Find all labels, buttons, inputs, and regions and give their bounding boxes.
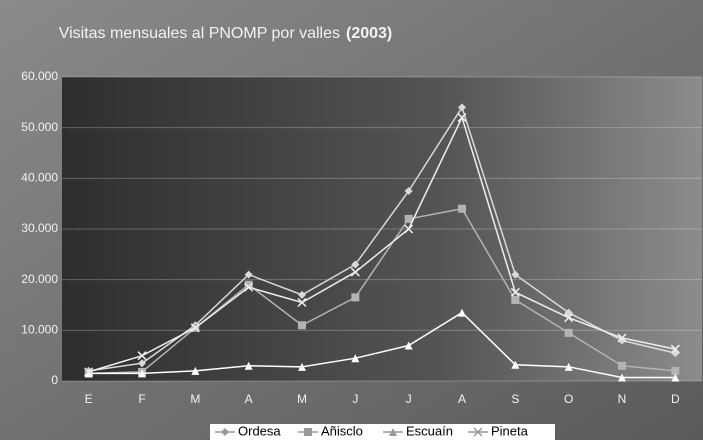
chart-title: Visitas mensuales al PNOMP por valles (59, 25, 340, 42)
series-line (88, 207, 676, 375)
x-tick-label: D (671, 392, 680, 406)
data-point (564, 328, 573, 337)
data-point (244, 270, 253, 279)
data-point (511, 270, 520, 279)
data-point (618, 373, 626, 382)
data-point (458, 204, 466, 213)
legend-label: Escuaín (406, 423, 453, 438)
data-point (458, 103, 466, 112)
legend-box (210, 424, 555, 440)
legend-marker (473, 427, 483, 437)
x-tick-label: S (511, 392, 519, 406)
data-point (458, 308, 466, 317)
y-tick-label: 10.000 (21, 323, 58, 337)
y-tick-label: 40.000 (21, 171, 58, 185)
data-point (191, 366, 200, 375)
series-line (88, 115, 676, 373)
data-point (244, 361, 253, 370)
data-point (244, 280, 253, 289)
data-point (617, 333, 627, 343)
x-tick-label: E (85, 392, 93, 406)
chart-title-year: (2003) (346, 25, 392, 42)
x-tick-label: F (138, 392, 145, 406)
y-tick-label: 30.000 (21, 221, 58, 235)
data-point (138, 369, 146, 378)
data-point (510, 287, 520, 297)
data-point (511, 360, 520, 369)
x-tick-label: O (564, 392, 573, 406)
data-point (298, 290, 306, 299)
x-tick-label: J (406, 392, 412, 406)
legend-label: Ordesa (238, 423, 281, 438)
data-point (351, 354, 360, 363)
data-point (244, 282, 254, 292)
data-point (404, 214, 413, 223)
legend-marker (221, 428, 229, 436)
data-point (84, 367, 94, 377)
data-point (564, 313, 574, 323)
x-tick-label: M (190, 392, 200, 406)
data-point (404, 224, 414, 234)
data-point (511, 295, 520, 304)
data-point (564, 308, 573, 317)
legend-label: Pineta (491, 423, 529, 438)
x-tick-label: M (297, 392, 307, 406)
data-point (137, 351, 147, 361)
x-tick-label: A (245, 392, 253, 406)
y-tick-label: 20.000 (21, 272, 58, 286)
data-point (457, 113, 467, 123)
x-tick-label: J (352, 392, 358, 406)
data-point (350, 267, 360, 277)
data-point (671, 373, 680, 382)
data-point (298, 362, 306, 371)
data-point (298, 321, 306, 330)
data-point (671, 366, 680, 375)
data-point (84, 369, 93, 378)
y-tick-label: 60.000 (21, 69, 58, 83)
data-point (404, 341, 413, 350)
data-point (670, 344, 680, 354)
data-point (564, 362, 573, 371)
data-point (351, 260, 360, 269)
series-line (88, 311, 676, 379)
y-tick-label: 50.000 (21, 120, 58, 134)
y-tick-label: 0 (51, 373, 58, 387)
data-point (190, 323, 200, 333)
data-point (404, 187, 413, 195)
legend-label: Añisclo (321, 423, 363, 438)
x-tick-label: A (458, 392, 466, 406)
data-point (351, 293, 360, 302)
x-tick-label: N (618, 392, 627, 406)
data-point (618, 361, 626, 370)
data-point (138, 359, 146, 368)
data-point (297, 297, 307, 307)
legend-marker (389, 428, 397, 436)
legend-marker (304, 428, 312, 436)
